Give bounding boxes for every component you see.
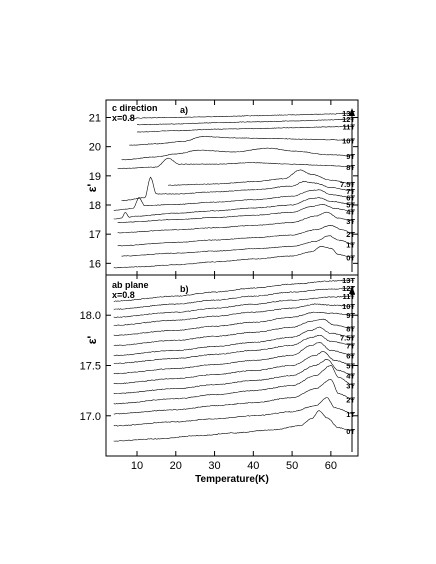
series-label-12t: 12T xyxy=(342,284,355,293)
series-line-2t xyxy=(113,379,355,415)
series-line-12t xyxy=(137,118,355,126)
series-label-9t: 9T xyxy=(346,311,355,320)
series-label-6t: 6T xyxy=(346,194,355,203)
series-label-0t: 0T xyxy=(346,254,355,263)
x-tick-label: 10 xyxy=(131,460,143,472)
series-line-9t xyxy=(113,311,355,336)
series-line-11t xyxy=(113,295,355,318)
y-axis-label-a: ε' xyxy=(85,184,99,193)
series-label-7t: 7T xyxy=(346,341,355,350)
series-line-4t xyxy=(113,359,355,395)
x-axis-label: Temperature(K) xyxy=(195,474,269,485)
series-label-4t: 4T xyxy=(346,207,355,216)
y-tick-label: 19 xyxy=(89,171,101,183)
x-tick-label: 20 xyxy=(170,460,182,472)
panel-tag-b: b) xyxy=(180,284,189,294)
series-line-6t xyxy=(113,342,355,375)
series-line-12t xyxy=(113,287,355,310)
y-tick-label: 18 xyxy=(89,200,101,212)
series-line-10t xyxy=(113,303,355,326)
series-label-7-5t: 7.5T xyxy=(340,333,355,342)
series-label-13t: 13T xyxy=(342,109,355,118)
arrow-icon-b xyxy=(349,286,355,452)
series-line-3t xyxy=(113,365,355,405)
series-label-5t: 5T xyxy=(346,362,355,371)
series-group-a xyxy=(113,112,355,269)
series-line-5t xyxy=(113,197,355,220)
series-line-5t xyxy=(113,351,355,385)
series-line-4t xyxy=(117,204,355,224)
panel-annotation-a-line2: x=0.8 xyxy=(112,113,135,123)
series-label-8t: 8T xyxy=(346,324,355,333)
series-line-10t xyxy=(129,136,355,146)
panel-annotation-a-line1: c direction xyxy=(112,103,158,113)
series-line-13t xyxy=(129,112,355,119)
arrow-icon-a xyxy=(349,108,355,272)
series-label-12t: 12T xyxy=(342,115,355,124)
y-tick-label: 17 xyxy=(89,229,101,241)
y-ticks-b: 17.0 17.5 18.0 xyxy=(80,310,358,423)
series-label-7-5t: 7.5T xyxy=(340,180,355,189)
panel-annotation-b-line2: x=0.8 xyxy=(112,290,135,300)
y-tick-label: 16 xyxy=(89,258,101,270)
series-line-13t xyxy=(113,279,355,302)
y-tick-label: 21 xyxy=(89,113,101,125)
series-line-0t xyxy=(113,410,355,442)
series-line-2t xyxy=(117,225,355,247)
series-label-5t: 5T xyxy=(346,200,355,209)
series-label-13t: 13T xyxy=(342,276,355,285)
series-label-7t: 7T xyxy=(346,187,355,196)
series-line-1t xyxy=(121,235,355,257)
series-line-11t xyxy=(136,125,355,133)
series-label-1t: 1T xyxy=(346,410,355,419)
y-axis-label-b: ε' xyxy=(85,336,99,345)
x-tick-label: 30 xyxy=(208,460,220,472)
series-line-7t xyxy=(113,335,355,364)
x-ticks: 10 20 30 40 50 60 xyxy=(131,100,337,472)
x-tick-label: 60 xyxy=(325,460,337,472)
series-label-2t: 2T xyxy=(346,396,355,405)
series-line-3t xyxy=(117,211,355,234)
y-tick-label: 17.0 xyxy=(80,411,101,423)
series-line-8t xyxy=(113,318,355,347)
series-label-3t: 3T xyxy=(346,217,355,226)
x-tick-label: 40 xyxy=(247,460,259,472)
y-tick-label: 17.5 xyxy=(80,361,101,373)
series-line-1t xyxy=(113,397,355,427)
series-group-b xyxy=(113,279,355,442)
series-line-7t xyxy=(121,176,355,202)
series-label-10t: 10T xyxy=(342,136,355,145)
series-label-3t: 3T xyxy=(346,382,355,391)
series-line-9t xyxy=(121,147,355,161)
panel-tag-a: a) xyxy=(180,105,188,115)
y-ticks-a: 16 17 18 19 20 21 xyxy=(89,113,358,270)
series-label-6t: 6T xyxy=(346,351,355,360)
panel-annotation-b-line1: ab plane xyxy=(112,280,149,290)
series-label-2t: 2T xyxy=(346,230,355,239)
series-label-11t: 11T xyxy=(342,122,355,131)
series-line-6t xyxy=(113,189,355,211)
series-line-8t xyxy=(117,157,355,169)
series-label-4t: 4T xyxy=(346,372,355,381)
series-label-10t: 10T xyxy=(342,302,355,311)
x-tick-label: 50 xyxy=(286,460,298,472)
series-label-8t: 8T xyxy=(346,163,355,172)
y-tick-label: 20 xyxy=(89,142,101,154)
series-label-0t: 0T xyxy=(346,427,355,436)
series-line-0t xyxy=(113,246,355,269)
series-label-11t: 11T xyxy=(342,292,355,301)
series-line-7-5t xyxy=(167,169,355,186)
series-label-9t: 9T xyxy=(346,152,355,161)
y-tick-label: 18.0 xyxy=(80,310,101,322)
series-line-7-5t xyxy=(113,326,355,356)
series-label-1t: 1T xyxy=(346,240,355,249)
